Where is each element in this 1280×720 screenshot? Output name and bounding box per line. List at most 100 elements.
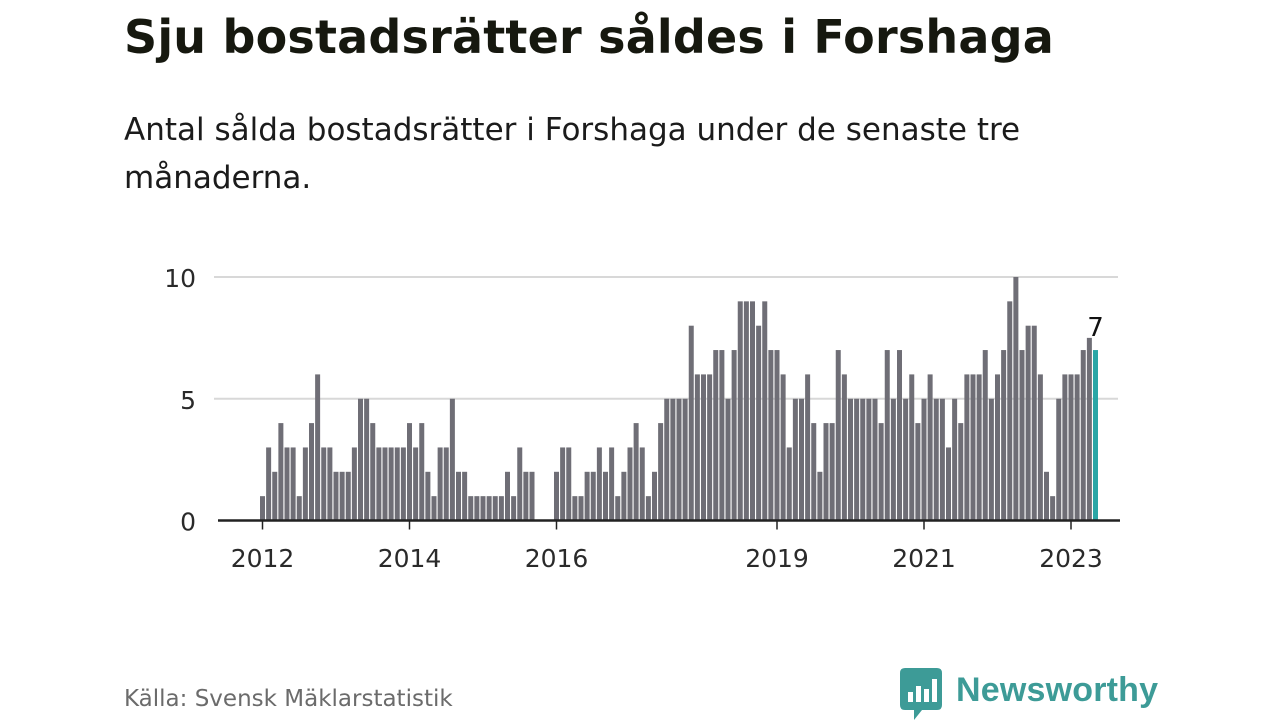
x-tick-label: 2016	[525, 544, 589, 573]
bar	[737, 301, 743, 521]
bar	[725, 398, 731, 521]
bar	[327, 447, 333, 521]
bar	[768, 350, 774, 521]
x-tick-label: 2021	[892, 544, 956, 573]
bar	[376, 447, 382, 521]
chart-subtitle: Antal sålda bostadsrätter i Forshaga und…	[124, 112, 1021, 196]
bar	[774, 350, 780, 521]
bar	[958, 423, 964, 521]
bar	[523, 471, 529, 521]
bar	[719, 350, 725, 521]
bar	[431, 496, 437, 521]
bar	[278, 423, 284, 521]
source-note: Källa: Svensk Mäklarstatistik	[124, 686, 453, 712]
brand-name: Newsworthy	[956, 671, 1159, 709]
bar	[1086, 337, 1092, 521]
bar	[707, 374, 713, 521]
bar	[370, 423, 376, 521]
bar	[302, 447, 308, 521]
bar	[639, 447, 645, 521]
bar	[517, 447, 523, 521]
bar	[915, 423, 921, 521]
x-axis	[218, 519, 1120, 530]
bar	[621, 471, 627, 521]
bar	[645, 496, 651, 521]
bar	[1001, 350, 1007, 521]
bar	[1080, 350, 1086, 521]
bar	[529, 471, 535, 521]
bar	[345, 471, 351, 521]
bar	[296, 496, 302, 521]
bar	[921, 398, 927, 521]
bar	[382, 447, 388, 521]
bar	[309, 423, 314, 521]
brand-logo[interactable]: Newsworthy	[900, 668, 1158, 720]
bar	[290, 447, 296, 521]
bar	[633, 423, 639, 521]
bar	[505, 471, 510, 521]
bar	[897, 350, 902, 521]
x-tick-label: 2012	[231, 544, 295, 573]
y-tick-label: 0	[180, 508, 196, 537]
bar	[388, 447, 394, 521]
bar	[578, 496, 584, 521]
bar	[884, 350, 890, 521]
bar	[1062, 374, 1068, 521]
bar	[823, 423, 829, 521]
x-tick-label: 2014	[378, 544, 442, 573]
bar	[694, 374, 700, 521]
x-tick-label: 2019	[745, 544, 809, 573]
bar	[413, 447, 419, 521]
bar	[358, 398, 363, 521]
bar	[701, 374, 706, 521]
bar	[603, 471, 608, 521]
bars	[260, 277, 1098, 521]
bar	[315, 374, 321, 521]
bar-chart: 0 5 10 2012 2014 2016 2019 2021 2023 7	[164, 264, 1120, 573]
bar	[480, 496, 486, 521]
bar	[799, 398, 804, 521]
bar	[1044, 471, 1049, 521]
bar	[866, 398, 872, 521]
bar	[1025, 325, 1031, 521]
bar	[682, 398, 688, 521]
bar	[425, 471, 431, 521]
axis-labels: 0 5 10 2012 2014 2016 2019 2021 2023 7	[164, 264, 1104, 573]
bar	[266, 447, 272, 521]
bar	[713, 350, 719, 521]
chart-title: Sju bostadsrätter såldes i Forshaga	[124, 10, 1054, 64]
bar	[584, 471, 590, 521]
bar	[462, 471, 468, 521]
bar	[854, 398, 860, 521]
bar	[615, 496, 621, 521]
x-tick-label: 2023	[1039, 544, 1103, 573]
bar	[351, 447, 357, 521]
bar	[688, 325, 694, 521]
bar	[456, 471, 461, 521]
bar	[970, 374, 976, 521]
bar	[805, 374, 811, 521]
bar	[927, 374, 933, 521]
bar	[486, 496, 492, 521]
bar	[939, 398, 945, 521]
bar	[903, 398, 909, 521]
bar	[964, 374, 970, 521]
bar	[492, 496, 498, 521]
bar	[946, 447, 951, 521]
bar	[1050, 496, 1056, 521]
bar	[1093, 350, 1098, 521]
bar	[474, 496, 480, 521]
bar	[829, 423, 835, 521]
bar	[498, 496, 504, 521]
gridlines	[214, 276, 1118, 400]
bar	[272, 471, 278, 521]
highlight-value-label: 7	[1087, 313, 1104, 343]
bar	[596, 447, 602, 521]
bar	[364, 398, 370, 521]
bar	[419, 423, 425, 521]
bar	[1019, 350, 1025, 521]
bar	[841, 374, 847, 521]
bar	[872, 398, 878, 521]
bar	[339, 471, 345, 521]
bar	[1031, 325, 1037, 521]
